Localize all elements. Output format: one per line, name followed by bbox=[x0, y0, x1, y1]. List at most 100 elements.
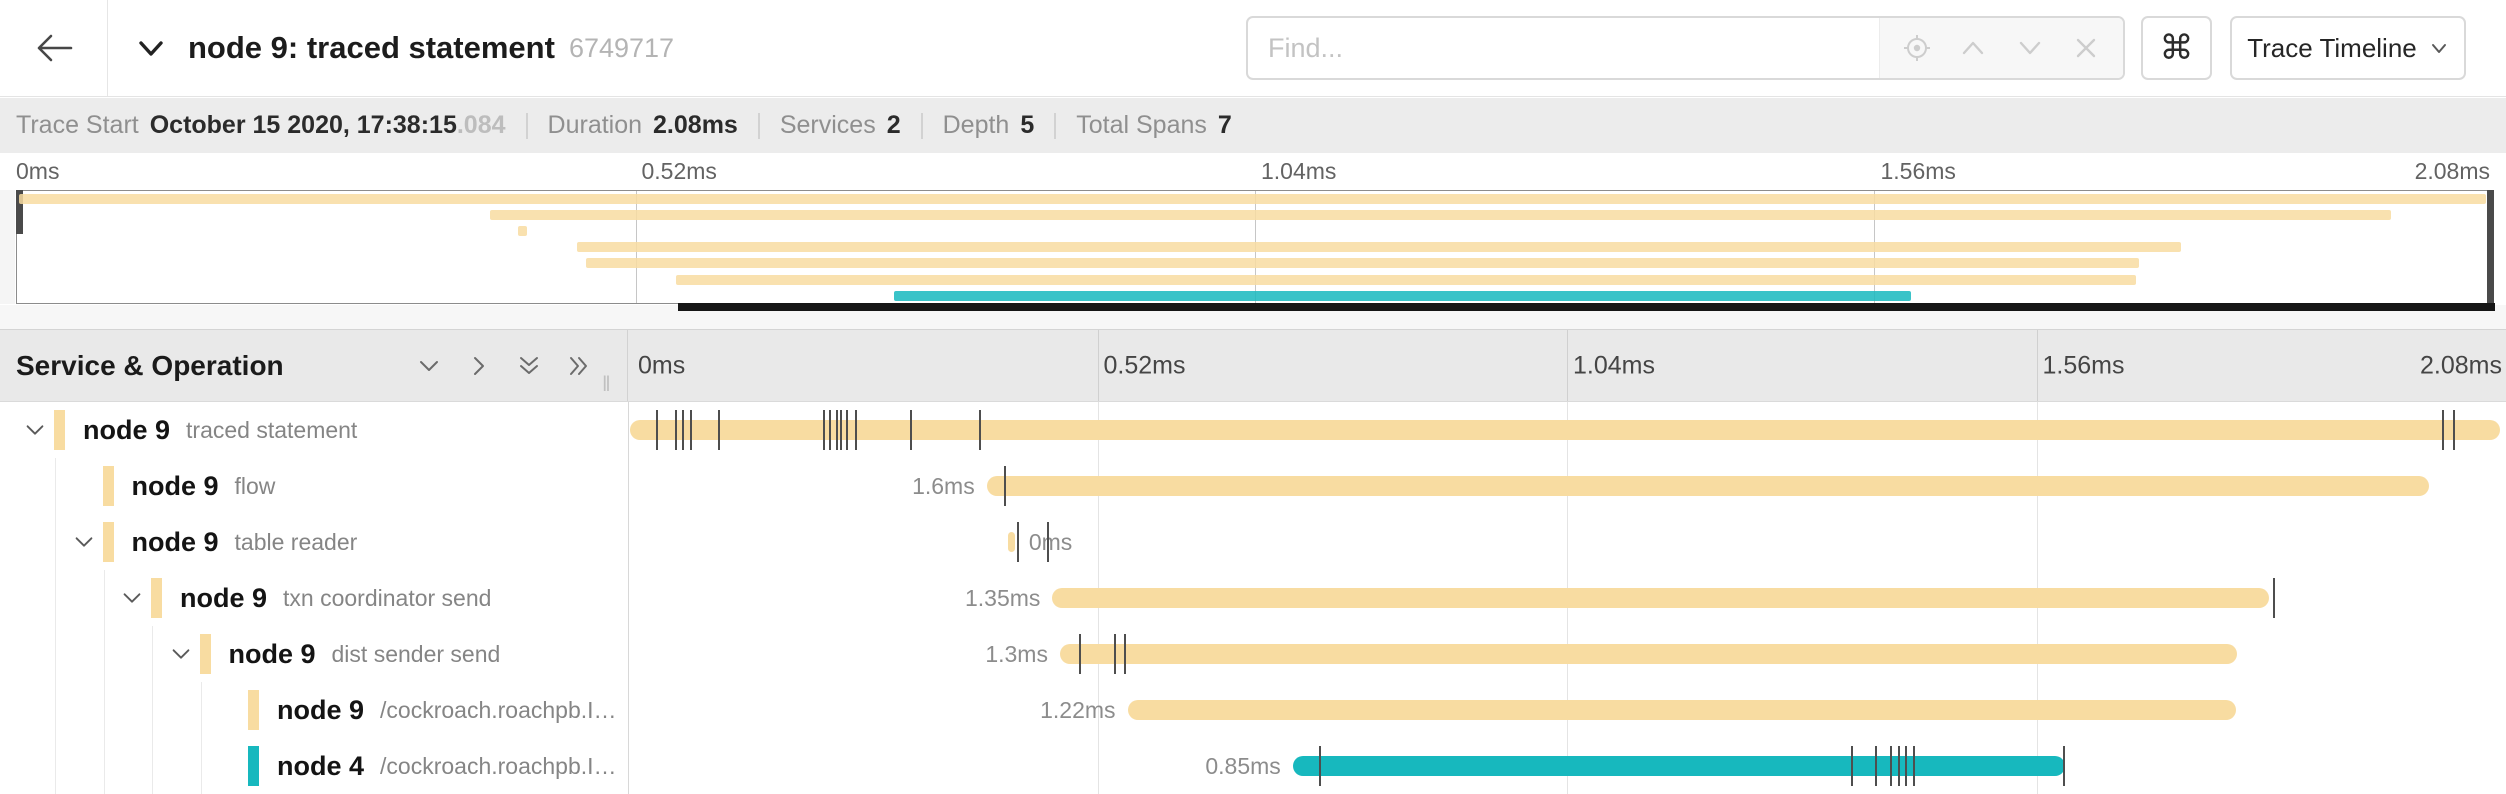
indent-guide-line bbox=[152, 626, 153, 682]
span-log-tick bbox=[2442, 410, 2445, 450]
span-timeline-cell[interactable]: 0.85ms bbox=[628, 738, 2506, 794]
span-timeline-cell[interactable]: 0ms bbox=[628, 514, 2506, 570]
double-chevron-right-icon bbox=[565, 352, 593, 380]
next-result-button[interactable] bbox=[2010, 28, 2050, 68]
duration-label: 0ms bbox=[1028, 529, 1073, 555]
expand-chevron-icon[interactable] bbox=[166, 639, 196, 669]
span-log-tick bbox=[718, 410, 721, 450]
timeline-axis-header: 0ms 0.52ms 1.04ms 1.56ms 2.08ms bbox=[628, 330, 2506, 401]
collapse-trace-header-button[interactable] bbox=[134, 31, 168, 65]
indent-guide-line bbox=[55, 514, 56, 570]
indent-guide-line bbox=[152, 738, 153, 794]
span-log-tick bbox=[682, 410, 685, 450]
span-name-cell[interactable]: node 9 txn coordinator send bbox=[0, 570, 628, 626]
expand-all-button[interactable] bbox=[564, 351, 594, 381]
minimap-left-scrubber-handle[interactable] bbox=[16, 190, 23, 234]
summary-value: 2.08ms bbox=[653, 111, 738, 139]
minimap-axis-labels: 0ms 0.52ms 1.04ms 1.56ms 2.08ms bbox=[16, 153, 2494, 190]
span-log-tick bbox=[823, 410, 826, 450]
span-timeline-cell[interactable]: 1.6ms bbox=[628, 458, 2506, 514]
axis-gridline bbox=[1097, 330, 1099, 401]
timeline-viewport-bar[interactable] bbox=[678, 303, 2495, 311]
span-bar[interactable] bbox=[986, 476, 2429, 496]
span-timeline-cell[interactable]: 1.3ms bbox=[628, 626, 2506, 682]
span-name-cell[interactable]: node 9 flow bbox=[0, 458, 628, 514]
timeline-column-header: Service & Operation bbox=[0, 329, 2506, 402]
prev-result-button[interactable] bbox=[1953, 28, 1993, 68]
span-name-content[interactable]: node 9 traced statement bbox=[20, 402, 357, 458]
timeline-start-line bbox=[628, 402, 629, 794]
minimap-span-bar bbox=[576, 242, 2181, 253]
duration-label: 1.35ms bbox=[965, 585, 1041, 611]
collapse-all-button[interactable] bbox=[514, 351, 544, 381]
span-log-tick bbox=[1897, 746, 1900, 786]
span-name-content[interactable]: node 4/cockroach.roachpb.I… bbox=[214, 738, 617, 794]
span-name-content[interactable]: node 9 dist sender send bbox=[166, 626, 501, 682]
span-name-content[interactable]: node 9 txn coordinator send bbox=[117, 570, 491, 626]
minimap-right-scrubber-handle[interactable] bbox=[2487, 190, 2494, 304]
span-name-cell[interactable]: node 9 table reader bbox=[0, 514, 628, 570]
span-bar[interactable] bbox=[1127, 700, 2236, 720]
back-button[interactable] bbox=[0, 0, 108, 96]
span-bar[interactable] bbox=[1008, 532, 1015, 552]
summary-label: Total Spans bbox=[1076, 111, 1207, 139]
indent-guide-line bbox=[55, 570, 56, 626]
view-selector-label: Trace Timeline bbox=[2247, 32, 2417, 63]
axis-tick-label: 2.08ms bbox=[2420, 351, 2502, 379]
span-timeline-cell[interactable]: 1.22ms bbox=[628, 682, 2506, 738]
operation-name: table reader bbox=[234, 528, 358, 555]
axis-tick-label: 1.04ms bbox=[1573, 351, 1655, 379]
service-color-bar bbox=[54, 410, 65, 450]
indent-guide-line bbox=[55, 738, 56, 794]
trace-minimap[interactable] bbox=[16, 190, 2494, 304]
span-log-tick bbox=[1890, 746, 1893, 786]
span-name-content[interactable]: node 9 flow bbox=[69, 458, 275, 514]
span-bar[interactable] bbox=[1052, 588, 2270, 608]
minimap-span-bar bbox=[893, 290, 1912, 301]
span-log-tick bbox=[1905, 746, 1908, 786]
axis-gridline bbox=[2036, 330, 2038, 401]
service-operation-header: Service & Operation bbox=[16, 349, 284, 381]
span-name-cell[interactable]: node 9 traced statement bbox=[0, 402, 628, 458]
chevron-down-icon bbox=[2015, 33, 2045, 63]
span-log-tick bbox=[1850, 746, 1853, 786]
span-row: node 9 table reader 0ms bbox=[0, 514, 2506, 570]
service-name: node 9 bbox=[131, 470, 219, 501]
span-name-content[interactable]: node 9 table reader bbox=[69, 514, 358, 570]
span-bar[interactable] bbox=[629, 420, 2501, 440]
expand-one-button[interactable] bbox=[464, 351, 494, 381]
find-input[interactable] bbox=[1248, 18, 1879, 78]
expand-chevron-icon[interactable] bbox=[69, 527, 99, 557]
keyboard-shortcuts-button[interactable]: ⌘ bbox=[2141, 16, 2212, 80]
collapse-one-button[interactable] bbox=[414, 351, 444, 381]
expand-chevron-icon[interactable] bbox=[20, 415, 50, 445]
axis-tick-label: 0ms bbox=[638, 351, 686, 379]
focus-match-button[interactable] bbox=[1897, 28, 1937, 68]
service-color-bar bbox=[199, 634, 211, 674]
span-name-content[interactable]: node 9/cockroach.roachpb.I… bbox=[214, 682, 617, 738]
span-log-tick bbox=[909, 410, 912, 450]
span-log-tick bbox=[1123, 634, 1126, 674]
minimap-span-bar bbox=[675, 274, 2137, 285]
summary-item: Services 2 bbox=[780, 111, 901, 140]
span-name-cell[interactable]: node 9/cockroach.roachpb.I… bbox=[0, 682, 628, 738]
operation-name: dist sender send bbox=[331, 640, 501, 667]
span-bar[interactable] bbox=[1059, 644, 2238, 664]
clear-search-button[interactable] bbox=[2066, 28, 2106, 68]
span-rows-container: node 9 traced statement node 9 flow 1.6ms nod… bbox=[0, 402, 2506, 794]
span-name-cell[interactable]: node 9 dist sender send bbox=[0, 626, 628, 682]
expand-collapse-controls bbox=[414, 351, 594, 381]
summary-separator bbox=[1054, 112, 1057, 139]
expand-chevron-icon[interactable] bbox=[117, 583, 147, 613]
summary-value: 7 bbox=[1217, 111, 1232, 139]
span-timeline-cell[interactable]: 1.35ms bbox=[628, 570, 2506, 626]
column-resize-grip[interactable]: ‖ bbox=[602, 373, 614, 396]
operation-name: /cockroach.roachpb.I… bbox=[380, 752, 617, 779]
span-bar[interactable] bbox=[1292, 756, 2065, 776]
indent-guide-line bbox=[55, 626, 56, 682]
summary-label: Trace Start bbox=[16, 111, 139, 139]
span-name-cell[interactable]: node 4/cockroach.roachpb.I… bbox=[0, 738, 628, 794]
span-timeline-cell[interactable] bbox=[628, 402, 2506, 458]
indent-guide-line bbox=[103, 682, 105, 738]
trace-view-selector[interactable]: Trace Timeline bbox=[2230, 16, 2466, 80]
